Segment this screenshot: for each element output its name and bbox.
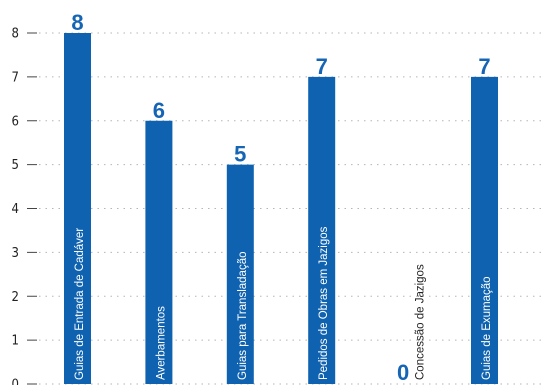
category-label: Guias de Exumação [481,276,493,380]
category-label: Concessão de Jazigos [415,264,427,380]
category-label: Pedidos de Obras em Jazigos [318,226,330,380]
y-tick-label: 0 [12,378,19,385]
grid-lines [39,33,541,384]
bar-value-label: 0 [397,360,409,385]
value-labels: 8 6 5 7 0 7 [71,10,490,385]
y-tick-label: 6 [12,114,19,129]
y-tick-label: 4 [12,202,19,217]
y-tick-label: 8 [12,27,19,42]
y-tick-label: 5 [12,158,19,173]
y-axis: 0 1 2 3 4 5 6 7 8 [12,27,37,385]
bar-value-label: 7 [478,54,490,79]
category-labels: Guias de Entrada de Cadáver Averbamentos G… [74,226,493,380]
bar-value-label: 5 [234,142,246,167]
category-label: Guias de Entrada de Cadáver [74,228,86,380]
y-tick-label: 2 [12,290,19,305]
category-label: Guias para Transladação [237,252,249,380]
bar-value-label: 7 [316,54,328,79]
category-label: Averbamentos [155,306,167,380]
bar-value-label: 8 [71,10,83,35]
y-tick-label: 1 [12,334,19,349]
bar-value-label: 6 [153,98,165,123]
y-tick-label: 7 [12,70,19,85]
y-tick-label: 3 [12,246,19,261]
